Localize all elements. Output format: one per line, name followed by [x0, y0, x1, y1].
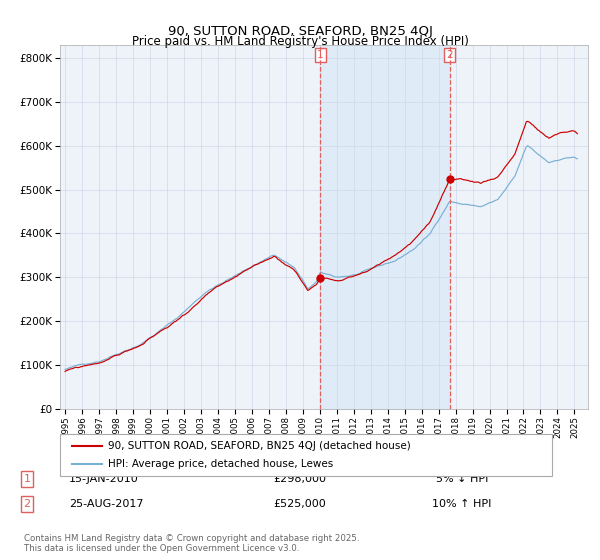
Text: 1: 1: [317, 50, 324, 60]
Text: 25-AUG-2017: 25-AUG-2017: [69, 499, 143, 509]
Text: HPI: Average price, detached house, Lewes: HPI: Average price, detached house, Lewe…: [108, 459, 333, 469]
Text: Price paid vs. HM Land Registry's House Price Index (HPI): Price paid vs. HM Land Registry's House …: [131, 35, 469, 48]
Text: 2: 2: [446, 50, 453, 60]
Text: 90, SUTTON ROAD, SEAFORD, BN25 4QJ: 90, SUTTON ROAD, SEAFORD, BN25 4QJ: [167, 25, 433, 38]
Text: Contains HM Land Registry data © Crown copyright and database right 2025.
This d: Contains HM Land Registry data © Crown c…: [24, 534, 359, 553]
Text: 90, SUTTON ROAD, SEAFORD, BN25 4QJ (detached house): 90, SUTTON ROAD, SEAFORD, BN25 4QJ (deta…: [108, 441, 411, 451]
Text: 1: 1: [23, 474, 31, 484]
Text: 10% ↑ HPI: 10% ↑ HPI: [433, 499, 491, 509]
Text: £298,000: £298,000: [274, 474, 326, 484]
Text: 15-JAN-2010: 15-JAN-2010: [69, 474, 139, 484]
Text: £525,000: £525,000: [274, 499, 326, 509]
Text: 5% ↓ HPI: 5% ↓ HPI: [436, 474, 488, 484]
Text: 2: 2: [23, 499, 31, 509]
